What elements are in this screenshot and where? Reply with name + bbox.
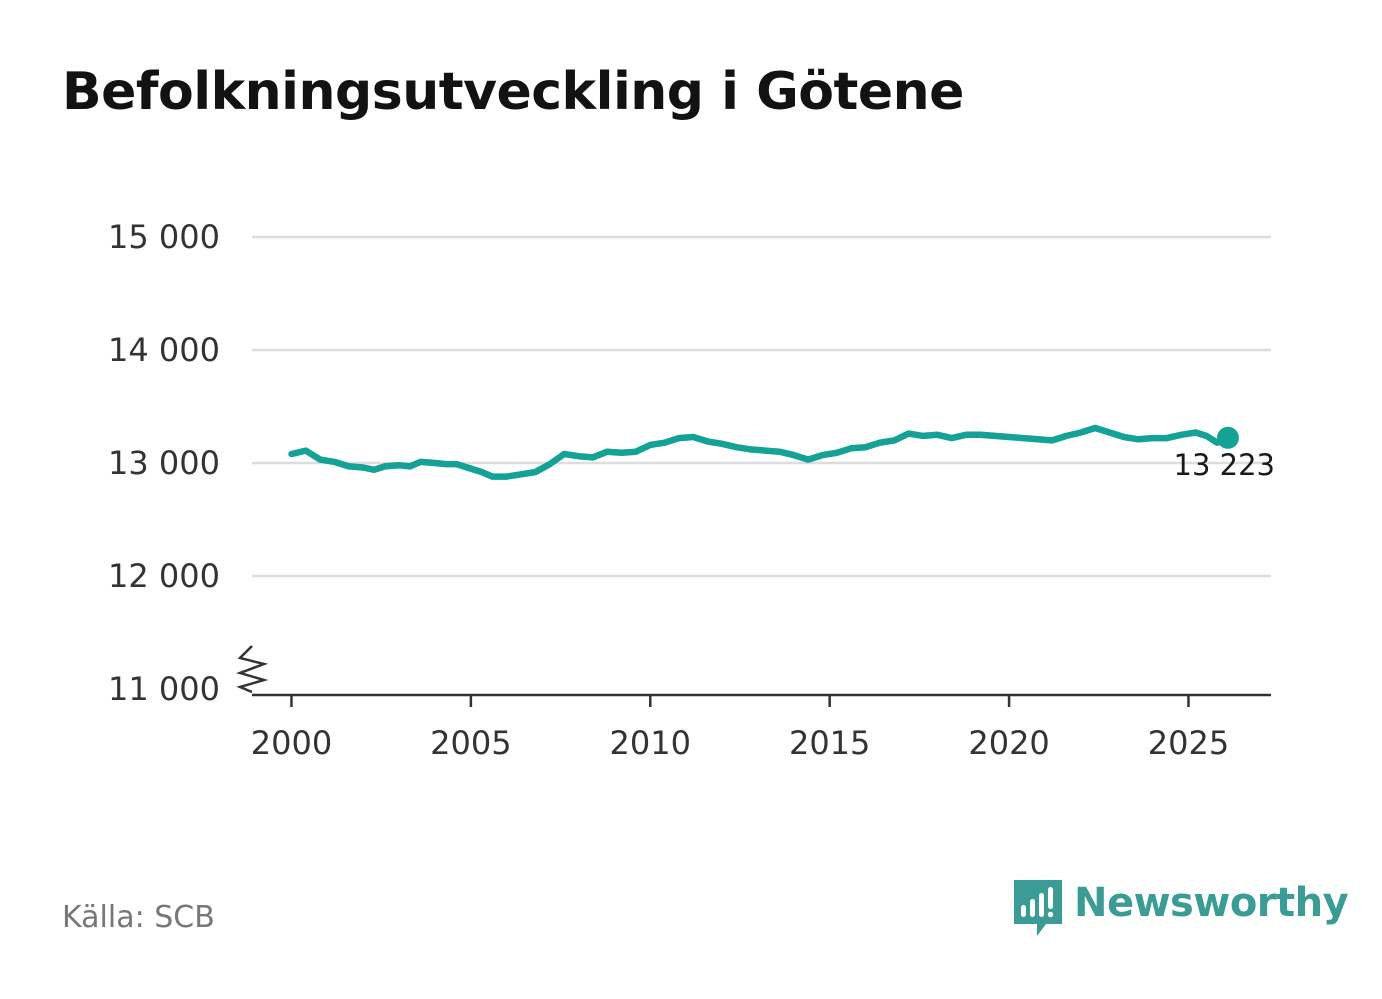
x-tick-label: 2015 [789, 724, 870, 762]
end-value-label: 13 223 [1174, 448, 1275, 482]
brand-logo: Newsworthy [1012, 878, 1349, 942]
brand-name: Newsworthy [1074, 880, 1349, 926]
y-axis-break-mark [234, 645, 270, 694]
population-series-line [288, 424, 1232, 480]
newsworthy-logo-icon [1014, 880, 1062, 936]
y-tick-label: 12 000 [108, 557, 220, 595]
gridlines [252, 235, 1271, 578]
y-tick-label: 11 000 [108, 670, 220, 708]
end-point-marker [1216, 426, 1239, 449]
y-tick-label: 13 000 [108, 444, 220, 482]
source-label: Källa: SCB [62, 900, 215, 935]
x-tick-label: 2005 [430, 724, 511, 762]
x-tick-label: 2020 [968, 724, 1049, 762]
y-tick-label: 14 000 [108, 331, 220, 369]
x-tick-label: 2025 [1148, 724, 1229, 762]
x-tick-label: 2000 [251, 724, 332, 762]
chart-title: Befolkningsutveckling i Götene [62, 62, 964, 122]
x-tick-label: 2010 [610, 724, 691, 762]
y-axis-ticks: 11 000 12 000 13 000 14 000 15 000 [108, 218, 220, 708]
x-axis-ticks: 2000 2005 2010 2015 2020 2025 [251, 695, 1229, 762]
y-tick-label: 15 000 [108, 218, 220, 256]
